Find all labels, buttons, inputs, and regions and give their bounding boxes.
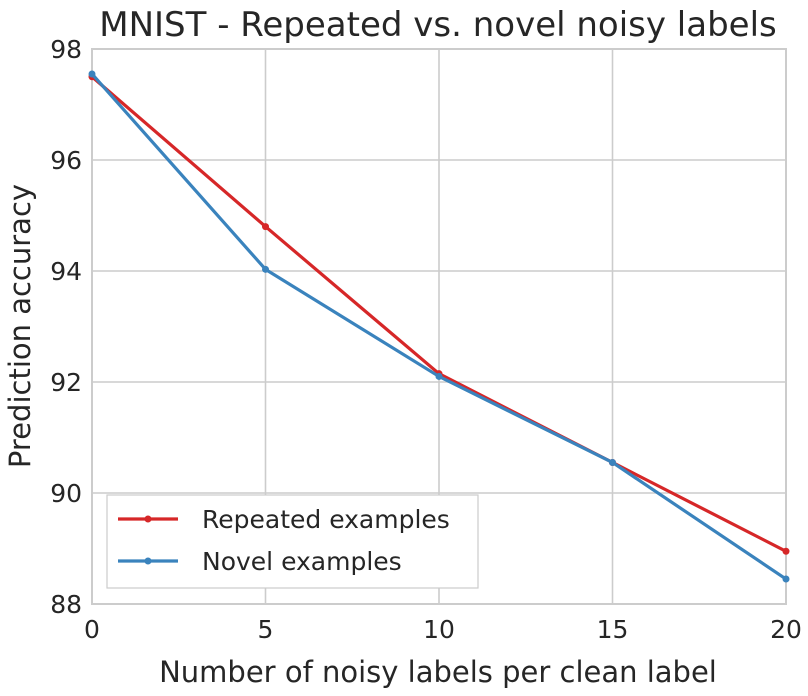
y-axis-label: Prediction accuracy bbox=[3, 184, 37, 468]
x-tick-label: 10 bbox=[423, 615, 455, 644]
x-tick-label: 20 bbox=[770, 615, 802, 644]
legend-label: Repeated examples bbox=[202, 505, 450, 534]
legend-box bbox=[106, 494, 479, 589]
series-layer bbox=[88, 70, 790, 583]
chart-title: MNIST - Repeated vs. novel noisy labels bbox=[99, 5, 777, 45]
legend-label: Novel examples bbox=[202, 547, 402, 576]
data-point bbox=[782, 575, 790, 583]
series-novel bbox=[88, 70, 790, 583]
data-point bbox=[609, 458, 616, 466]
data-point bbox=[435, 372, 443, 380]
data-point bbox=[262, 223, 269, 231]
y-tick-label: 98 bbox=[50, 35, 82, 64]
tick-labels: 0 5 10 15 20 88 90 92 94 96 98 bbox=[50, 35, 802, 644]
x-tick-label: 15 bbox=[597, 615, 629, 644]
data-point bbox=[88, 70, 96, 78]
plot-frame bbox=[91, 48, 787, 605]
legend: Repeated examples Novel examples bbox=[106, 494, 479, 589]
data-point bbox=[782, 547, 790, 555]
y-tick-label: 90 bbox=[50, 479, 82, 508]
legend-marker bbox=[144, 557, 152, 565]
x-tick-label: 0 bbox=[84, 615, 100, 644]
y-tick-label: 94 bbox=[50, 257, 82, 286]
data-point bbox=[262, 265, 269, 273]
x-tick-label: 5 bbox=[258, 615, 274, 644]
y-tick-label: 92 bbox=[50, 368, 82, 397]
legend-marker bbox=[144, 515, 152, 523]
x-axis-label: Number of noisy labels per clean label bbox=[159, 655, 717, 689]
y-tick-label: 96 bbox=[50, 146, 82, 175]
plot-area bbox=[88, 48, 790, 605]
y-tick-label: 88 bbox=[50, 590, 82, 619]
